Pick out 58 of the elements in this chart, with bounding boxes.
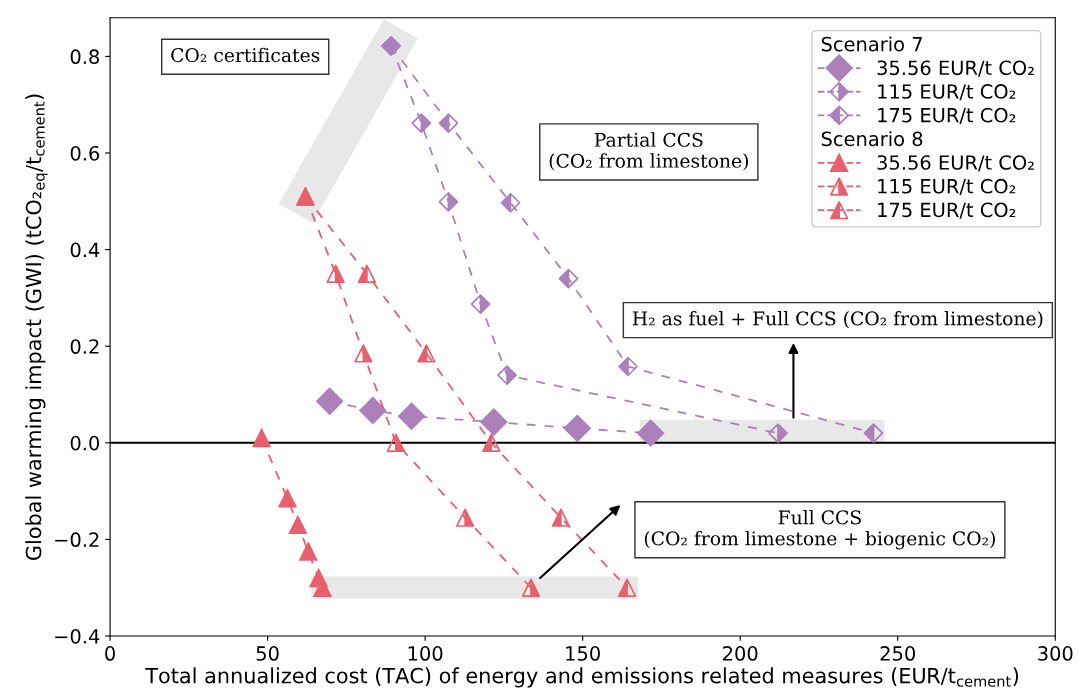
legend-label: 175 EUR/t CO₂	[878, 107, 1016, 125]
point	[551, 508, 571, 527]
point	[497, 365, 517, 386]
point	[438, 191, 459, 212]
point	[278, 489, 297, 508]
point	[417, 344, 436, 363]
point	[618, 356, 638, 377]
y-tick-label: 0.0	[70, 435, 100, 451]
y-tick-label: 0.8	[70, 49, 100, 65]
x-tick-label: 250	[880, 646, 915, 661]
legend-label: 35.56 EUR/t CO₂	[877, 155, 1034, 172]
point	[316, 387, 344, 415]
point	[768, 423, 788, 444]
legend-label: 35.56 EUR/t CO₂	[877, 60, 1034, 77]
legend-label: 115 EUR/t CO₂	[878, 84, 1016, 101]
point	[252, 428, 271, 448]
point	[357, 264, 377, 283]
point	[455, 508, 475, 527]
point	[470, 294, 491, 315]
text: Scenario 8	[821, 131, 923, 147]
legend-label: 115 EUR/t CO₂	[878, 178, 1016, 196]
x-tick-label: 300	[1038, 646, 1073, 661]
y-tick-label: −0.4	[55, 628, 100, 644]
x-tick-label: 50	[256, 646, 279, 661]
point	[500, 192, 521, 213]
point	[359, 396, 387, 425]
annotation: Full CCS (CO₂ from limestone + biogenic CO₂)	[644, 509, 995, 550]
point	[617, 578, 637, 597]
annotation: H₂ as fuel + Full CCS (CO₂ from limestone)	[632, 311, 1043, 329]
y-tick-label: 0.2	[70, 339, 99, 354]
annotation: Partial CCS (CO₂ from limestone)	[549, 132, 748, 171]
x-tick-label: 150	[566, 646, 600, 661]
y-tick-label: 0.6	[70, 145, 100, 161]
x-tick-label: 200	[723, 646, 758, 661]
point	[558, 268, 579, 289]
point	[299, 542, 318, 561]
point	[386, 433, 405, 452]
point	[326, 264, 345, 283]
point	[637, 419, 665, 447]
point	[288, 515, 308, 535]
point	[397, 402, 426, 430]
y-axis-title: Global warming impact (GWI) (tCO₂$_{eq}$/t$_{cement}$)	[25, 94, 48, 560]
legend-label: 175 EUR/t CO₂	[878, 202, 1016, 219]
point	[411, 113, 432, 133]
x-tick-label: 100	[408, 646, 443, 661]
y-tick-label: 0.4	[70, 242, 100, 258]
point	[480, 408, 508, 436]
point	[863, 423, 884, 444]
x-tick-label: 0	[105, 646, 115, 661]
annotation: CO₂ certificates	[171, 47, 320, 63]
point	[563, 414, 591, 442]
text: Scenario 7	[821, 36, 922, 52]
x-axis-title: Total annualized cost (TAC) of energy and emissions related measures (EUR/t$_{cement}$)	[145, 667, 1019, 688]
point	[521, 578, 541, 597]
point	[438, 113, 459, 133]
y-tick-label: −0.2	[55, 532, 99, 548]
point	[354, 344, 373, 363]
point	[482, 433, 501, 452]
